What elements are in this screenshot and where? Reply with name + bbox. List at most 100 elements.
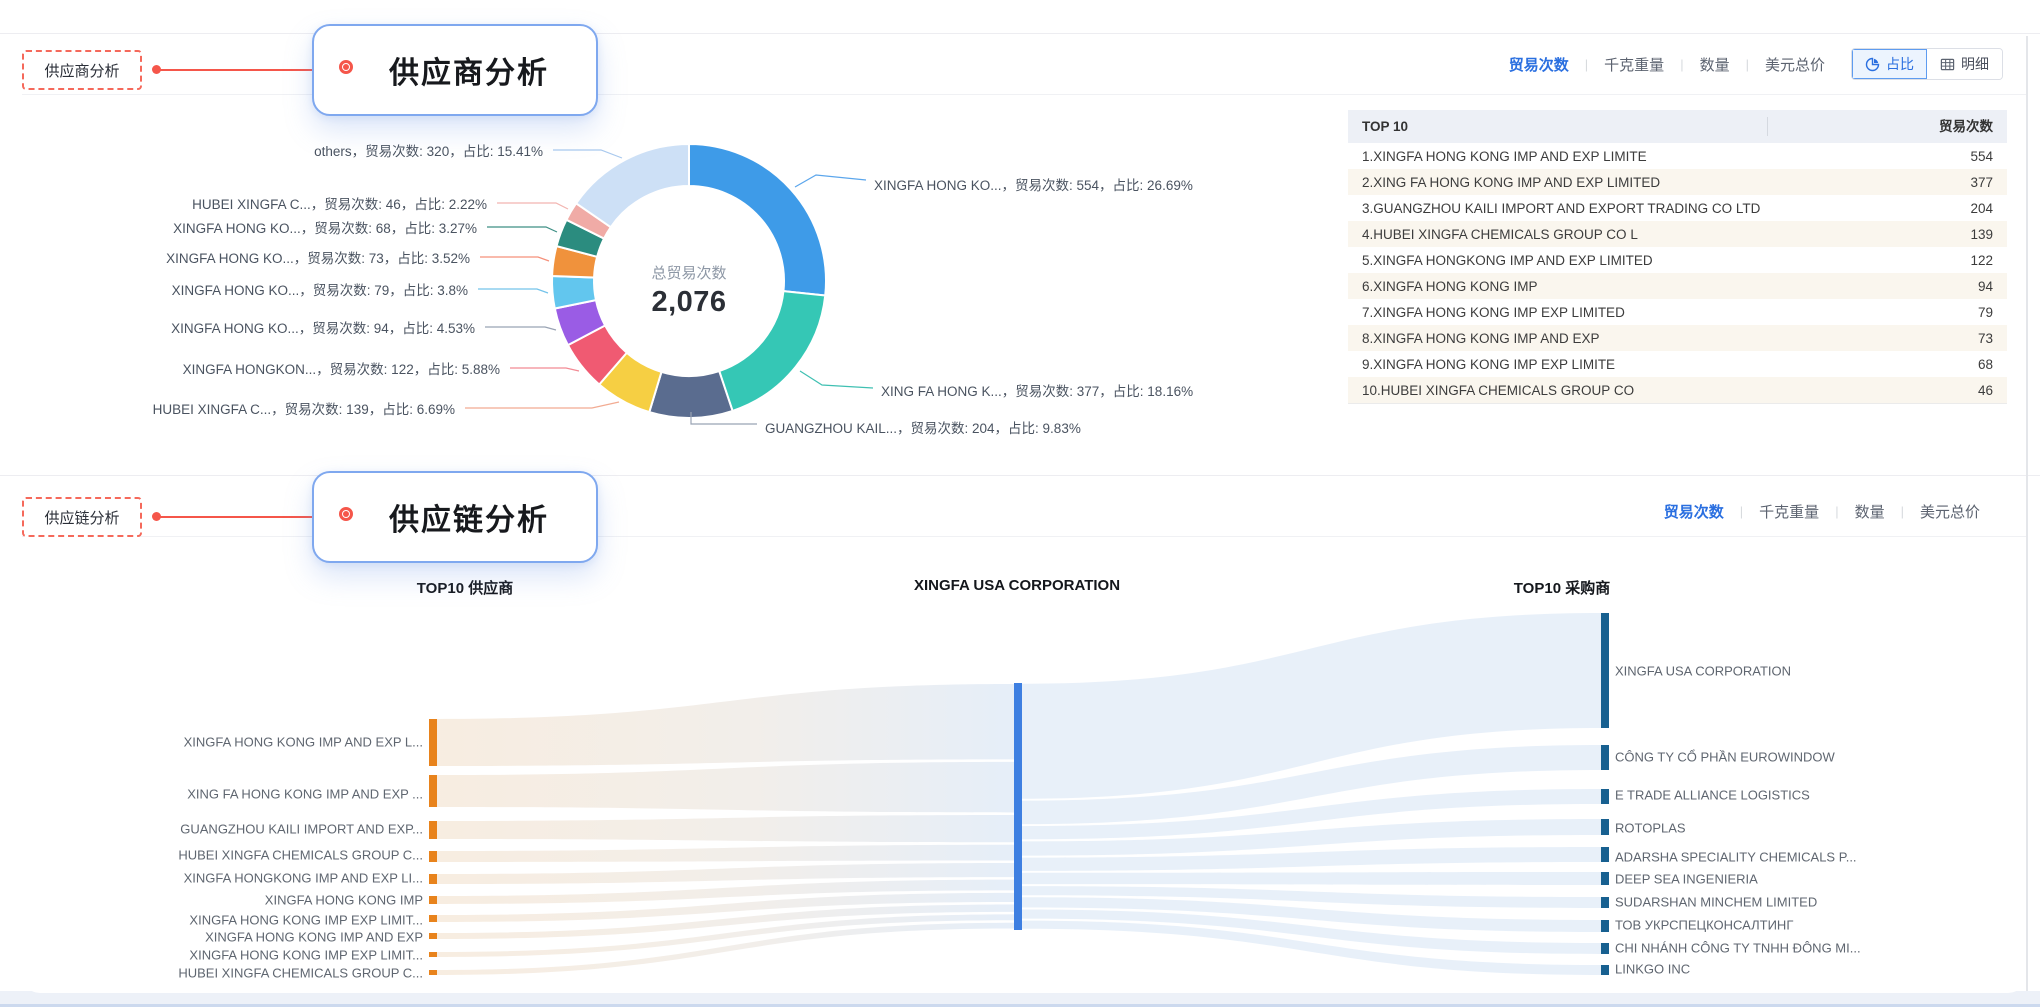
sankey-node-buyer[interactable] <box>1601 613 1609 728</box>
sankey-node-label: ROTOPLAS <box>1615 820 1686 836</box>
trade-count-value: 554 <box>1970 148 1993 164</box>
sankey-node-buyer[interactable] <box>1601 847 1609 862</box>
divider <box>22 94 2026 95</box>
table-row[interactable]: 10.HUBEI XINGFA CHEMICALS GROUP CO 46 <box>1348 377 2007 403</box>
table-row[interactable]: 8.XINGFA HONG KONG IMP AND EXP 73 <box>1348 325 2007 351</box>
pie-label-line <box>794 174 867 188</box>
sankey-flow <box>437 914 1014 957</box>
tab-separator: | <box>1835 503 1839 519</box>
company-name: 9.XINGFA HONG KONG IMP EXP LIMITE <box>1362 356 1616 372</box>
pie-slice[interactable] <box>574 142 690 229</box>
sankey-node-supplier[interactable] <box>429 821 437 839</box>
pie-label-line <box>799 370 874 389</box>
sankey-node-buyer[interactable] <box>1601 920 1609 932</box>
sankey-node-buyer[interactable] <box>1601 943 1609 954</box>
table-row[interactable]: 7.XINGFA HONG KONG IMP EXP LIMITED 79 <box>1348 299 2007 325</box>
sankey-node-supplier[interactable] <box>429 933 437 939</box>
tab-trade-count[interactable]: 贸易次数 <box>1663 503 1724 521</box>
company-name: 2.XING FA HONG KONG IMP AND EXP LIMITED <box>1362 174 1661 190</box>
sankey-node-supplier[interactable] <box>429 874 437 884</box>
sankey-node-supplier[interactable] <box>429 719 437 766</box>
sankey-node-label: HUBEI XINGFA CHEMICALS GROUP C... <box>178 847 423 863</box>
tab-kg-weight[interactable]: 千克重量 <box>1604 56 1665 74</box>
scrollbar-track[interactable] <box>2026 36 2028 992</box>
sankey-column-suppliers: TOP10 供应商 <box>416 580 514 597</box>
annotation-line <box>159 69 349 71</box>
tab-kg-weight[interactable]: 千克重量 <box>1759 503 1820 521</box>
tab-usd-total[interactable]: 美元总价 <box>1764 56 1825 74</box>
table-row[interactable]: 9.XINGFA HONG KONG IMP EXP LIMITE 68 <box>1348 351 2007 377</box>
target-icon <box>339 60 353 74</box>
divider <box>22 536 2026 537</box>
table-row[interactable]: 2.XING FA HONG KONG IMP AND EXP LIMITED 3… <box>1348 169 2007 195</box>
pie-label-line <box>510 367 580 372</box>
tab-separator: | <box>1680 56 1684 72</box>
sankey-node-buyer[interactable] <box>1601 965 1609 975</box>
sankey-node-buyer[interactable] <box>1601 819 1609 835</box>
pie-label: HUBEI XINGFA C...，贸易次数: 46，占比: 2.22% <box>192 197 487 212</box>
trade-count-value: 139 <box>1970 226 1993 242</box>
company-name: 4.HUBEI XINGFA CHEMICALS GROUP CO L <box>1362 226 1638 242</box>
sankey-node-center[interactable] <box>1014 683 1022 930</box>
section-anchor-supplier[interactable]: 供应商分析 <box>22 50 142 90</box>
sankey-column-center: XINGFA USA CORPORATION <box>913 577 1121 594</box>
table-row[interactable]: 4.HUBEI XINGFA CHEMICALS GROUP CO L 139 <box>1348 221 2007 247</box>
pie-label-line <box>497 202 569 210</box>
pie-label: HUBEI XINGFA C...，贸易次数: 139，占比: 6.69% <box>152 402 455 417</box>
footer-line <box>0 1004 2040 1007</box>
trade-count-value: 204 <box>1970 200 1993 216</box>
sankey-node-supplier[interactable] <box>429 896 437 904</box>
table-row[interactable]: 5.XINGFA HONGKONG IMP AND EXP LIMITED 122 <box>1348 247 2007 273</box>
pie-label: XINGFA HONG KO...，贸易次数: 68，占比: 3.27% <box>173 221 477 236</box>
sankey-flow <box>437 879 1014 904</box>
sankey-node-supplier[interactable] <box>429 775 437 807</box>
sankey-node-buyer[interactable] <box>1601 745 1609 770</box>
company-name: 6.XINGFA HONG KONG IMP <box>1362 278 1538 294</box>
pie-chart-icon <box>1865 57 1880 71</box>
sankey-node-buyer[interactable] <box>1601 872 1609 885</box>
sankey-node-buyer[interactable] <box>1601 789 1609 804</box>
annotation-dot <box>152 65 161 74</box>
pie-label: XING FA HONG K...，贸易次数: 377，占比: 18.16% <box>881 384 1194 399</box>
sankey-node-supplier[interactable] <box>429 952 437 957</box>
detail-view-button[interactable]: 明细 <box>1927 49 2002 79</box>
tab-trade-count[interactable]: 贸易次数 <box>1508 56 1569 74</box>
pie-label-line <box>485 326 557 331</box>
table-row[interactable]: 1.XINGFA HONG KONG IMP AND EXP LIMITE 554 <box>1348 143 2007 169</box>
sankey-flow <box>1022 819 1601 856</box>
sankey-flow <box>437 892 1014 922</box>
sankey-node-label: E TRADE ALLIANCE LOGISTICS <box>1615 787 1810 803</box>
top10-table: TOP 10 贸易次数 1.XINGFA HONG KONG IMP AND E… <box>1348 110 2007 404</box>
proportion-view-button[interactable]: 占比 <box>1852 49 1927 79</box>
pie-label-line <box>478 288 549 294</box>
table-header-value: 贸易次数 <box>1767 116 2007 137</box>
annotation-line <box>159 516 349 518</box>
sankey-node-supplier[interactable] <box>429 851 437 862</box>
sankey-node-label: XINGFA HONGKONG IMP AND EXP LI... <box>183 870 423 886</box>
donut-center-title: 总贸易次数 <box>651 265 727 282</box>
sankey-node-buyer[interactable] <box>1601 897 1609 908</box>
pie-label: others，贸易次数: 320，占比: 15.41% <box>314 144 543 159</box>
sankey-node-label: DEEP SEA INGENIERIA <box>1615 871 1758 887</box>
pie-label-line <box>465 401 620 409</box>
table-row[interactable]: 3.GUANGZHOU KAILI IMPORT AND EXPORT TRAD… <box>1348 195 2007 221</box>
sankey-node-label: XING FA HONG KONG IMP AND EXP ... <box>187 786 423 802</box>
view-toggle-group: 占比 明细 <box>1851 48 2003 80</box>
trade-count-value: 68 <box>1977 356 1993 372</box>
tab-quantity[interactable]: 数量 <box>1854 503 1885 521</box>
pie-label: XINGFA HONG KO...，贸易次数: 94，占比: 4.53% <box>171 321 475 336</box>
sankey-flow <box>437 863 1014 884</box>
sankey-node-supplier[interactable] <box>429 915 437 922</box>
sankey-flow <box>1022 897 1601 932</box>
sankey-flow <box>1022 886 1601 908</box>
pie-slice[interactable] <box>648 369 734 419</box>
trade-count-value: 79 <box>1977 304 1993 320</box>
sankey-node-supplier[interactable] <box>429 970 437 975</box>
sankey-node-label: XINGFA HONG KONG IMP AND EXP <box>205 929 423 945</box>
tab-usd-total[interactable]: 美元总价 <box>1919 503 1980 521</box>
metric-tabs-supplier: 贸易次数 | 千克重量 | 数量 | 美元总价 占比 <box>1508 48 2003 80</box>
trade-count-value: 73 <box>1977 330 1993 346</box>
tab-quantity[interactable]: 数量 <box>1699 56 1730 74</box>
table-row[interactable]: 6.XINGFA HONG KONG IMP 94 <box>1348 273 2007 299</box>
section-anchor-supplychain[interactable]: 供应链分析 <box>22 497 142 537</box>
